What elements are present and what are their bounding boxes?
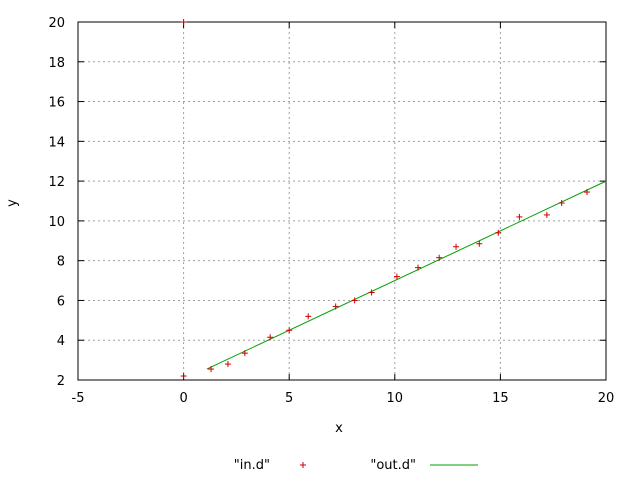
x-tick-label: 20 xyxy=(598,391,615,406)
data-point xyxy=(516,213,523,220)
x-tick-label: 10 xyxy=(387,391,404,406)
data-point xyxy=(543,211,550,218)
ticks: -5 0 5 10 15 20 2 4 6 8 10 12 14 16 18 20 xyxy=(48,16,614,406)
data-point xyxy=(267,334,274,341)
data-point xyxy=(558,199,565,206)
legend-label: "in.d" xyxy=(234,458,270,473)
y-tick-label: 10 xyxy=(48,215,65,230)
data-point xyxy=(476,240,483,247)
plot-frame xyxy=(77,21,607,381)
x-tick-label: 0 xyxy=(179,391,187,406)
series-line-out xyxy=(206,180,607,370)
legend: "in.d" "out.d" xyxy=(234,458,478,473)
legend-label: "out.d" xyxy=(370,458,416,473)
x-axis-label: x xyxy=(335,421,343,436)
y-tick-label: 12 xyxy=(48,175,65,190)
data-point xyxy=(351,297,358,304)
data-point xyxy=(453,243,460,250)
y-tick-label: 6 xyxy=(57,294,65,309)
series-line-group xyxy=(206,180,607,370)
data-point xyxy=(436,254,443,261)
y-tick-label: 16 xyxy=(48,96,65,111)
x-tick-label: -5 xyxy=(72,391,85,406)
y-tick-label: 14 xyxy=(48,135,65,150)
data-point xyxy=(286,327,293,334)
data-point xyxy=(415,264,422,271)
series-points-group xyxy=(180,19,590,380)
data-point xyxy=(368,289,375,296)
data-point xyxy=(241,350,248,357)
y-tick-label: 4 xyxy=(57,334,65,349)
grid xyxy=(78,22,606,380)
legend-marker-sample xyxy=(300,462,306,468)
data-point xyxy=(332,303,339,310)
data-point xyxy=(180,19,187,25)
y-tick-label: 20 xyxy=(48,16,65,31)
data-point xyxy=(208,366,215,373)
x-tick-label: 15 xyxy=(492,391,509,406)
data-point xyxy=(583,189,590,196)
data-point xyxy=(305,313,312,320)
y-tick-label: 18 xyxy=(48,56,65,71)
data-point xyxy=(393,273,400,280)
data-point xyxy=(495,229,502,236)
y-tick-label: 8 xyxy=(57,255,65,270)
y-tick-label: 2 xyxy=(57,374,65,389)
x-tick-label: 5 xyxy=(285,391,293,406)
y-axis-label: y xyxy=(5,199,20,207)
data-point xyxy=(180,373,187,380)
data-point xyxy=(224,361,231,368)
